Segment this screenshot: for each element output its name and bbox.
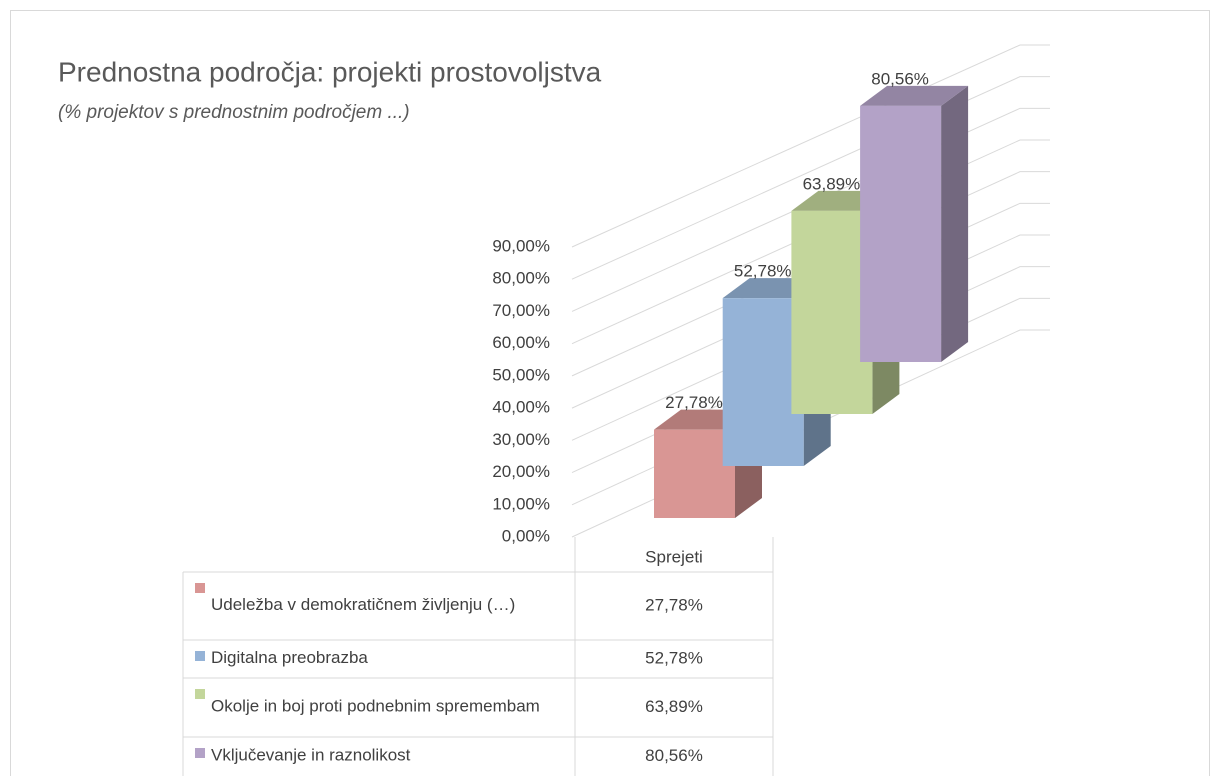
data-label: 27,78% <box>665 393 723 412</box>
y-tick-label: 30,00% <box>492 430 550 449</box>
legend-label: Okolje in boj proti podnebnim spremembam <box>211 697 540 716</box>
grid-line <box>571 202 1050 409</box>
bar-top <box>860 85 969 106</box>
table-value: 52,78% <box>645 648 703 667</box>
table-value: 63,89% <box>645 697 703 716</box>
table-value: 27,78% <box>645 595 703 614</box>
grid-line <box>571 266 1050 474</box>
y-tick-label: 80,00% <box>492 269 550 288</box>
chart-title: Prednostna področja: projekti prostovolj… <box>58 56 602 87</box>
legend-key <box>195 689 205 699</box>
bar <box>791 210 873 414</box>
bar <box>654 429 735 518</box>
y-tick-label: 60,00% <box>492 333 550 352</box>
grid-line <box>571 171 1050 377</box>
legend-label: Digitalna preobrazba <box>211 648 368 667</box>
data-label: 63,89% <box>803 174 861 193</box>
chart-subtitle: (% projektov s prednostnim področjem ...… <box>58 102 410 123</box>
legend-key <box>195 651 205 661</box>
bar-side <box>941 85 969 362</box>
y-tick-label: 40,00% <box>492 398 550 417</box>
y-tick-label: 50,00% <box>492 365 550 384</box>
table-value: 80,56% <box>645 746 703 765</box>
legend-key <box>195 583 205 593</box>
data-label: 80,56% <box>871 69 929 88</box>
data-label: 52,78% <box>734 262 792 281</box>
y-tick-label: 90,00% <box>492 236 550 255</box>
bar <box>722 298 804 466</box>
grid-line <box>571 44 1050 248</box>
table-header: Sprejeti <box>645 547 703 566</box>
grid-line <box>571 76 1050 280</box>
legend-key <box>195 748 205 758</box>
chart-border <box>10 10 1210 776</box>
bar <box>860 105 942 362</box>
legend-label: Udeležba v demokratičnem življenju (…) <box>211 595 515 614</box>
y-tick-label: 10,00% <box>492 494 550 513</box>
grid-line <box>571 107 1050 312</box>
grid-line <box>571 234 1050 441</box>
grid-line <box>571 139 1050 345</box>
y-tick-label: 70,00% <box>492 301 550 320</box>
legend-label: Vključevanje in raznolikost <box>211 746 411 765</box>
y-tick-label: 20,00% <box>492 462 550 481</box>
y-tick-label: 0,00% <box>502 526 550 545</box>
